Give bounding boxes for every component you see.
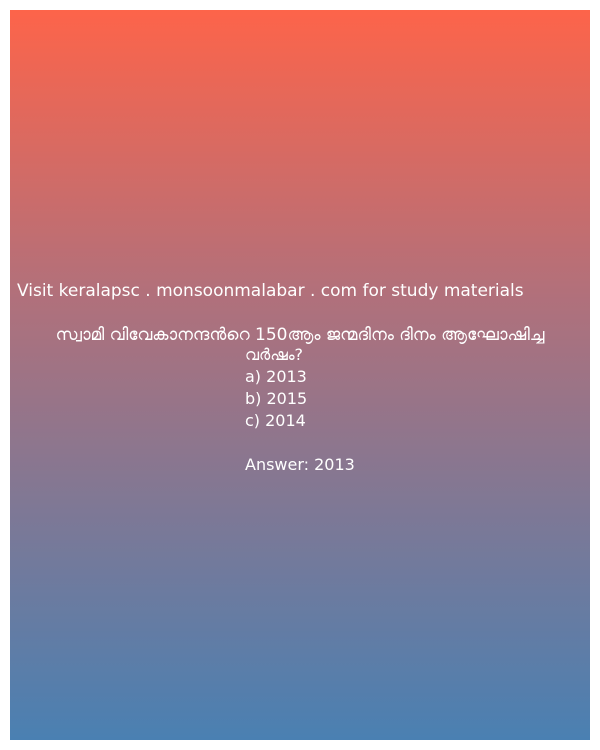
question-line-2: വര്‍ഷം? [245, 345, 304, 364]
option-a: a) 2013 [245, 367, 307, 386]
option-c: c) 2014 [245, 411, 306, 430]
question-block: വര്‍ഷം? a) 2013 b) 2015 c) 2014 Answer: … [245, 344, 355, 476]
option-b: b) 2015 [245, 389, 308, 408]
promo-text: Visit keralapsc . monsoonmalabar . com f… [17, 281, 524, 301]
question-line-1: സ്വാമി വിവേകാനന്ദന്‍റെ 150ആം ജന്മദിനം ദി… [55, 325, 545, 345]
blank-line [245, 432, 355, 454]
answer-text: Answer: 2013 [245, 455, 355, 474]
question-card: Visit keralapsc . monsoonmalabar . com f… [10, 10, 590, 740]
